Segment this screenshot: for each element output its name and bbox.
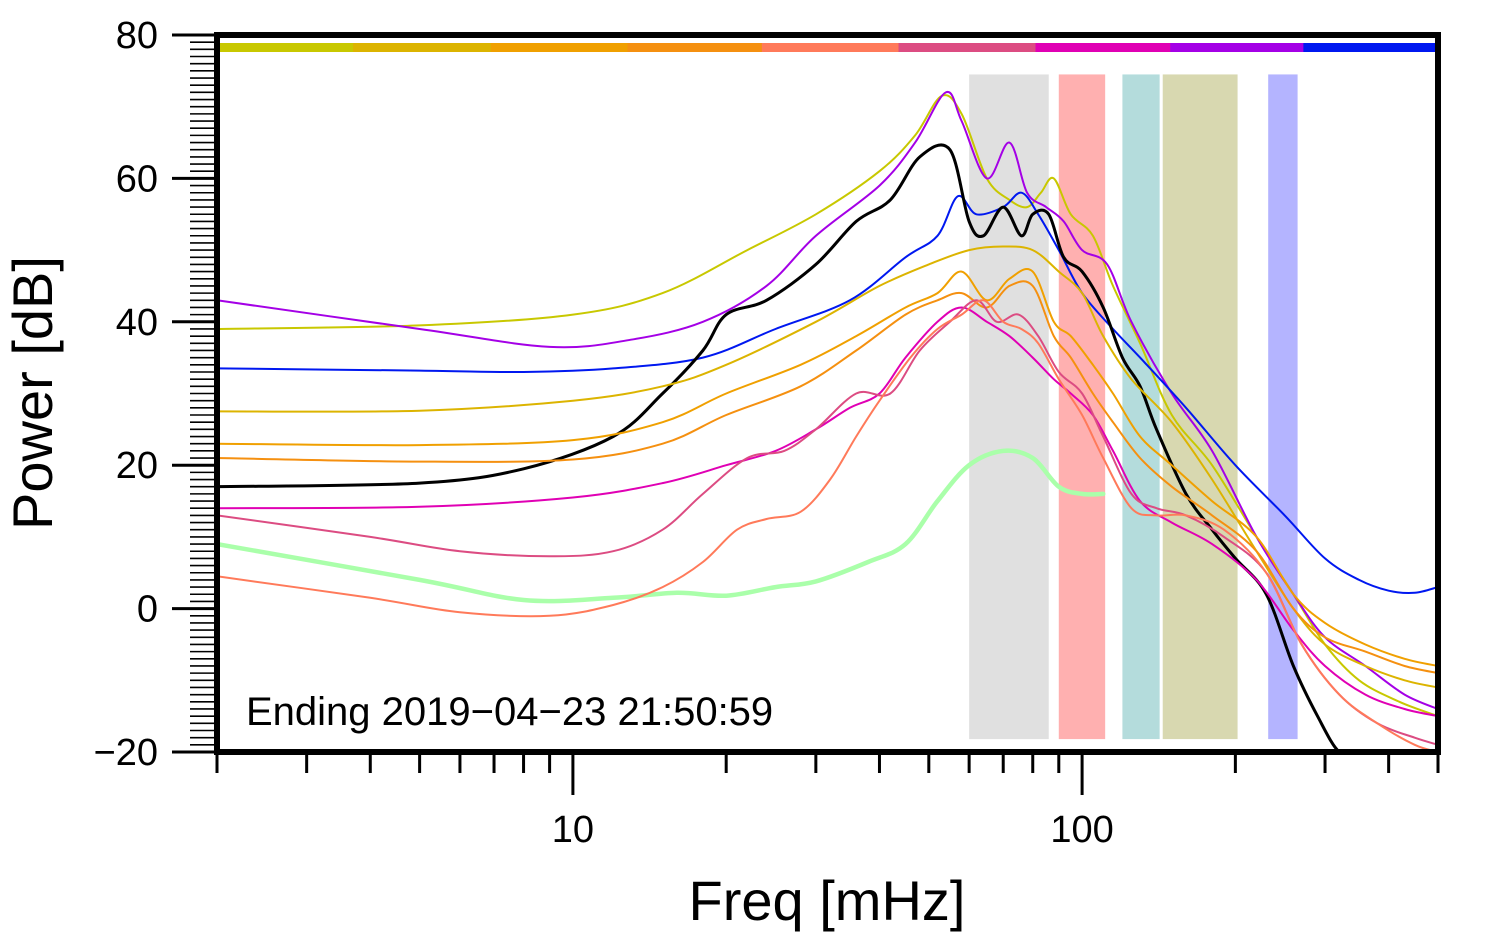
x-axis-title: Freq [mHz] [689, 869, 966, 932]
series-trace-orange2 [217, 280, 1438, 675]
y-tick-label: 20 [116, 445, 158, 487]
y-tick-label: 80 [116, 15, 158, 57]
frequency-bands [969, 74, 1298, 740]
chart-annotation: Ending 2019−04−23 21:50:59 [246, 690, 773, 734]
color-bar-segment-9 [1303, 43, 1439, 52]
series-lines [217, 91, 1438, 752]
color-bar-segment-8 [1170, 43, 1304, 52]
y-tick-label: 0 [137, 589, 158, 631]
y-tick-label: −20 [94, 732, 158, 774]
color-bar-segment-6 [898, 43, 1036, 52]
band-3 [1122, 74, 1160, 740]
color-bar-segment-4 [627, 43, 763, 52]
series-trace-orange1 [217, 268, 1438, 667]
series-trace-magenta [217, 306, 1438, 718]
color-bar-segment-7 [1035, 43, 1171, 52]
band-4 [1162, 74, 1238, 740]
series-trace-salmon [217, 299, 1438, 752]
band-2 [1058, 74, 1106, 740]
band-1 [969, 74, 1049, 740]
color-bar-segment-2 [353, 43, 492, 52]
axis-ticks [172, 33, 1440, 795]
x-tick-label: 10 [552, 809, 594, 851]
period-color-bar [217, 43, 1439, 52]
series-trace-purple [217, 91, 1438, 710]
color-bar-segment-1 [217, 43, 354, 52]
y-axis-title: Power [dB] [1, 256, 64, 530]
y-tick-label: 60 [116, 158, 158, 200]
minor-ticks [190, 34, 217, 753]
color-bar-segment-3 [490, 43, 628, 52]
plot-frame [214, 32, 1441, 755]
x-tick-label: 100 [1050, 809, 1113, 851]
tick-labels: 80 60 40 20 0 −20 10 100 [94, 15, 1114, 851]
series-trace-blue [217, 191, 1438, 595]
y-tick-label: 40 [116, 302, 158, 344]
color-bar-segment-5 [761, 43, 900, 52]
series-noise-model [217, 448, 1106, 604]
